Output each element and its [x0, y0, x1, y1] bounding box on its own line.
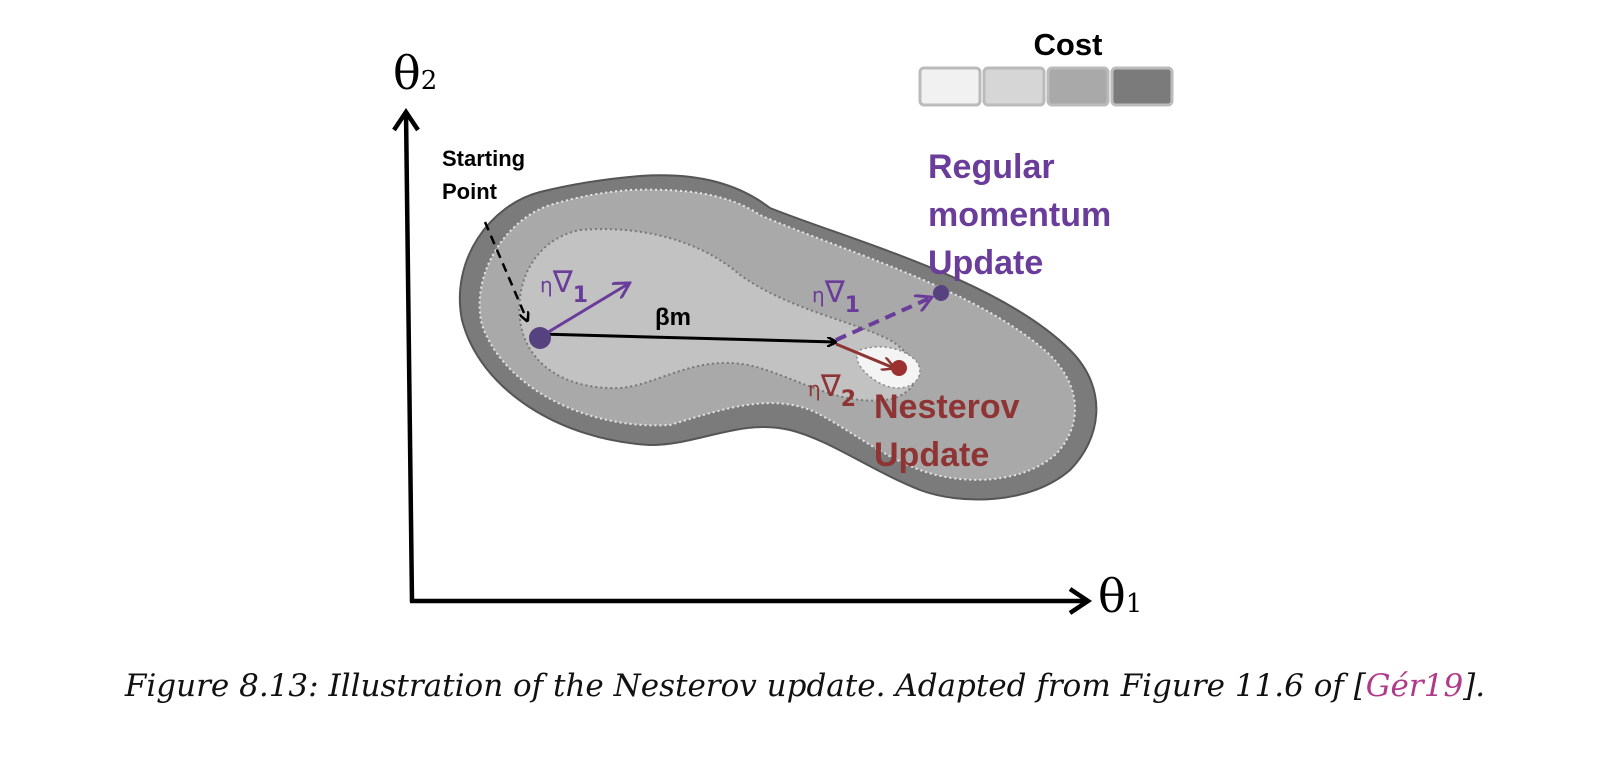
beta-m-label: βm	[655, 304, 691, 331]
y-axis-label: θ2	[393, 46, 437, 100]
legend-swatch-3	[1046, 66, 1110, 107]
cost-region-inner	[518, 228, 917, 402]
caption-suffix: ].	[1463, 668, 1486, 704]
cost-legend	[918, 66, 1174, 107]
legend-title: Cost	[1034, 27, 1103, 62]
nesterov-gradient-arrow	[835, 342, 894, 368]
y-axis-arrowhead	[392, 107, 420, 132]
starting-point-label: Starting Point	[442, 146, 531, 204]
figure-caption: Figure 8.13: Illustration of the Nestero…	[0, 668, 1610, 704]
eta-grad-1b-label: η∇1	[812, 275, 860, 318]
starting-point-dot	[529, 327, 551, 349]
caption-prefix: Figure 8.13: Illustration of the Nestero…	[124, 668, 1366, 704]
x-axis-arrowhead	[1068, 587, 1093, 615]
regular-momentum-label: Regular momentum Update	[928, 148, 1121, 282]
gradient-1-arrow	[539, 284, 628, 339]
nesterov-update-dot	[891, 360, 907, 376]
y-axis	[403, 111, 415, 603]
legend-swatch-1	[918, 66, 982, 107]
eta-grad-1-label: η∇1	[540, 265, 588, 308]
legend-swatch-4	[1110, 66, 1174, 107]
legend-swatch-2	[982, 66, 1046, 107]
x-axis-label: θ1	[1098, 569, 1142, 623]
eta-grad-2-label: η∇2	[808, 369, 856, 412]
regular-update-dot	[933, 285, 949, 301]
citation-link[interactable]: Gér19	[1365, 668, 1464, 704]
nesterov-diagram: θ2 θ1 Cost Starting Point βm η∇1 η∇1 η∇2…	[392, 27, 1174, 623]
starting-point-arrow	[483, 221, 527, 320]
nesterov-update-label: Nesterov Update	[874, 388, 1029, 474]
momentum-arrow	[539, 332, 835, 342]
